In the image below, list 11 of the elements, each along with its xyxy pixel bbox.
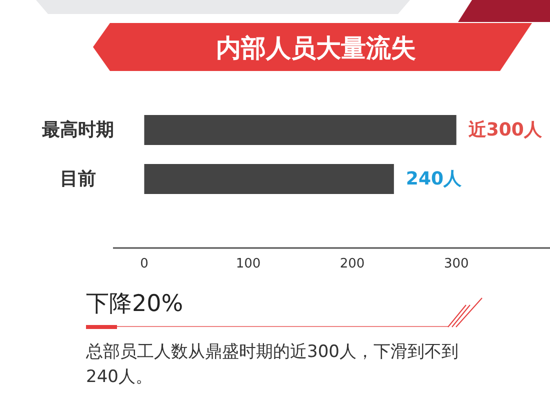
x-tick-label: 200 bbox=[340, 256, 365, 272]
data-label: 240人 bbox=[406, 168, 462, 190]
text: 总部员工人数从鼎盛时期的近300人，下滑到不到240人。 bbox=[85, 342, 458, 387]
y-tick-label: 最高时期 bbox=[41, 120, 114, 140]
text: 下降20% bbox=[86, 291, 184, 317]
data-label: 近300人 bbox=[467, 120, 543, 140]
y-tick-label: 目前 bbox=[60, 168, 96, 190]
chart-title: 内部人员大量流失 bbox=[216, 34, 416, 62]
x-tick-label: 100 bbox=[236, 256, 261, 272]
x-tick-label: 0 bbox=[140, 256, 148, 272]
x-tick-label: 300 bbox=[444, 256, 469, 272]
